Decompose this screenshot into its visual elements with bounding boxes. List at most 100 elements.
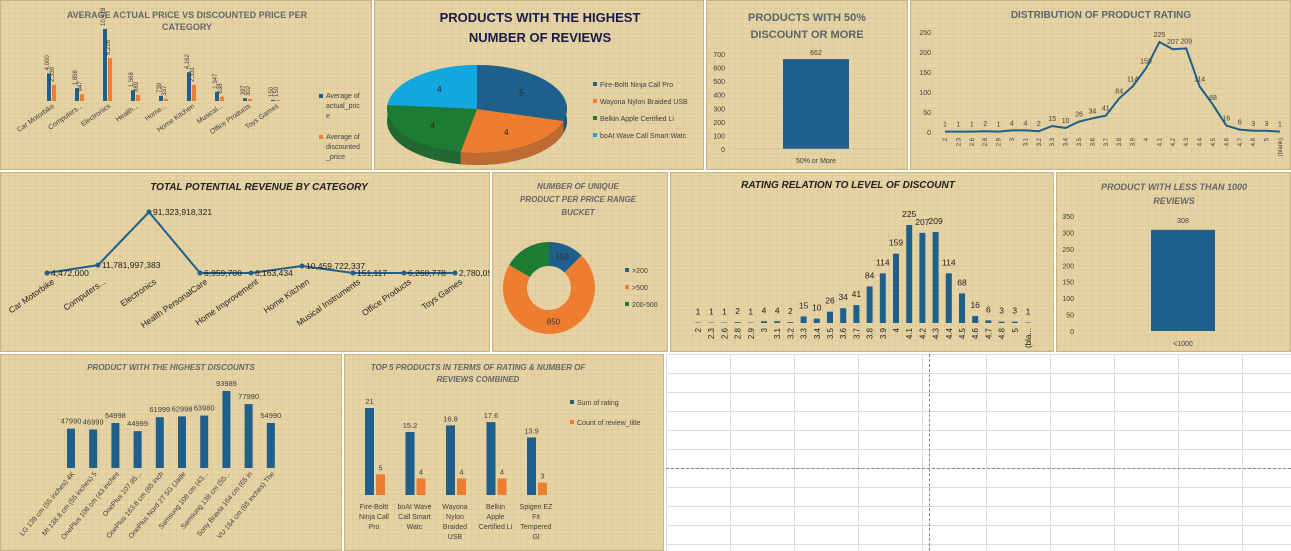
category-label: Tempered [520, 524, 551, 531]
legend-label-discounted: discounted [326, 144, 360, 151]
tick-label: 250 [919, 30, 931, 37]
spreadsheet-grid[interactable] [666, 354, 1291, 551]
page-break-horizontal [666, 468, 1291, 469]
bar [1011, 321, 1018, 323]
line-marker [401, 270, 407, 276]
data-label: 397 [241, 85, 247, 96]
tick-label: 0 [1070, 329, 1074, 336]
data-label: 84 [1115, 88, 1123, 95]
tick-label: 50 [923, 110, 931, 117]
data-label: 209 [1180, 38, 1192, 45]
data-label: 46999 [83, 417, 104, 426]
pie-slice [460, 109, 564, 153]
chart-panel-discounts[interactable]: PRODUCT WITH THE HIGHEST DISCOUNTS 47990 L… [0, 354, 342, 551]
data-label: 1 [956, 122, 960, 129]
category-label: <1000 [1173, 341, 1193, 348]
legend-swatch [570, 400, 574, 404]
bar-discounted [108, 57, 112, 101]
chart-panel-rating-dist[interactable]: DISTRIBUTION OF PRODUCT RATING 0 50 100 150 2… [910, 0, 1291, 170]
chart-panel-discount-50[interactable]: PRODUCTS WITH 50% DISCOUNT OR MORE 0 100 200… [706, 0, 908, 170]
category-label: 4.3 [1184, 137, 1190, 146]
bar-discounted [276, 99, 280, 101]
data-label: 1,858 [73, 69, 79, 85]
category-label: 5 [1265, 137, 1271, 141]
bar [945, 273, 952, 323]
bar [853, 305, 860, 323]
data-label: 4 [459, 467, 463, 476]
category-label: 3.2 [786, 327, 795, 339]
chart-title: NUMBER OF REVIEWS [469, 30, 612, 45]
data-label: 302 [246, 85, 252, 96]
legend-label-discounted: _price [325, 154, 345, 161]
line-marker [146, 209, 152, 215]
category-label: Wayona [442, 504, 468, 511]
category-label: Car Motorbike [7, 276, 57, 315]
legend-swatch [593, 133, 597, 137]
category-label: 4.2 [1171, 137, 1177, 146]
data-label: 68 [957, 277, 967, 287]
tick-label: 200 [713, 120, 725, 127]
chart-panel-rating-discount[interactable]: RATING RELATION TO LEVEL OF DISCOUNT 1 2 1 2… [670, 172, 1054, 352]
pie-slice-side [387, 104, 461, 165]
category-label: 3.5 [826, 327, 835, 339]
pie-slice [387, 104, 477, 153]
bar-discounted [164, 98, 168, 101]
data-label: 2 [1037, 121, 1041, 128]
category-label: 2.8 [983, 137, 989, 146]
tick-label: 0 [927, 130, 931, 137]
legend-swatch [625, 302, 629, 306]
category-label: Health... [115, 103, 140, 124]
chart-panel-avg-price[interactable]: AVERAGE ACTUAL PRICE VS DISCOUNTED PRICE… [0, 0, 372, 170]
data-label: 114 [1127, 76, 1138, 83]
category-label: 3.3 [800, 327, 809, 339]
page-break-vertical [929, 354, 930, 551]
bar [200, 415, 209, 468]
legend-swatch [570, 420, 574, 424]
data-label: 10,459,722,337 [306, 261, 365, 271]
data-label: 10 [812, 303, 822, 313]
line-marker [95, 262, 101, 268]
data-label: 150 [269, 86, 275, 97]
category-label: Home Kitchen [262, 276, 312, 315]
data-label: 850 [547, 318, 561, 327]
chart-panel-few-reviews[interactable]: PRODUCT WITH LESS THAN 1000 REVIEWS 0 50 100… [1056, 172, 1291, 352]
data-label: 47990 [61, 417, 82, 426]
category-label: Watc [407, 524, 423, 531]
bar [787, 322, 794, 323]
bar-actual [131, 90, 135, 101]
category-label: Electronics [118, 276, 158, 308]
chart-panel-price-bucket[interactable]: NUMBER OF UNIQUE PRODUCT PER PRICE RANGE B… [492, 172, 668, 352]
data-label: 308 [1177, 218, 1189, 225]
bar-discounted [248, 98, 252, 101]
data-label: 2,331 [190, 66, 196, 82]
bar [133, 431, 142, 468]
category-label: 3.4 [813, 327, 822, 339]
chart-panel-most-reviews[interactable]: PRODUCTS WITH THE HIGHEST NUMBER OF REVIE… [374, 0, 704, 170]
data-label: 84 [865, 270, 875, 280]
chart-title: REVIEWS COMBINED [437, 375, 520, 384]
category-label: 2.9 [747, 327, 756, 339]
bar [244, 404, 253, 468]
data-label: 4,000 [45, 55, 51, 71]
category-label: Electronics [80, 103, 112, 129]
line-marker [248, 270, 254, 276]
chart-panel-top5[interactable]: TOP 5 PRODUCTS IN TERMS OF RATING & NUMB… [344, 354, 664, 551]
bar [761, 321, 767, 323]
bar [111, 422, 120, 468]
chart-title: PRODUCT PER PRICE RANGE [520, 195, 637, 204]
data-label: 1 [943, 122, 947, 129]
chart-panel-revenue[interactable]: TOTAL POTENTIAL REVENUE BY CATEGORY 4,472… [0, 172, 490, 352]
category-label: 3.9 [879, 327, 888, 339]
data-label: 5 [519, 89, 524, 98]
data-label: 17.6 [484, 411, 499, 420]
tick-label: 100 [1062, 296, 1074, 303]
data-label: 63980 [194, 404, 215, 413]
data-label: 4 [775, 305, 780, 315]
legend-label: Wayona Nylon Braided USB [600, 99, 688, 106]
legend-swatch-discounted [319, 135, 323, 139]
category-label: (bla... [1024, 328, 1033, 348]
category-label: USB [448, 534, 463, 541]
category-label: 2.3 [956, 137, 962, 146]
bar [178, 416, 186, 468]
category-label: 4.4 [1198, 137, 1204, 146]
